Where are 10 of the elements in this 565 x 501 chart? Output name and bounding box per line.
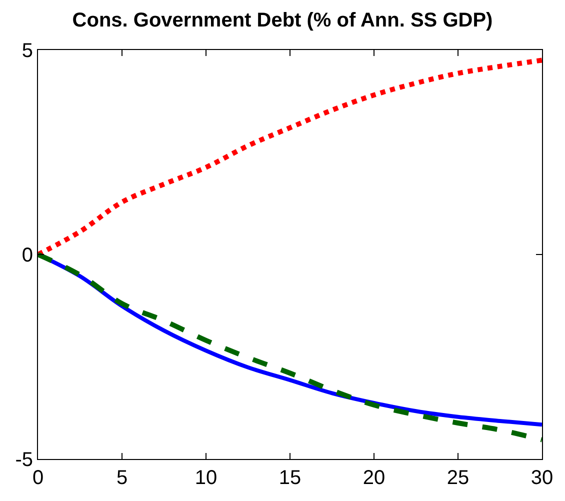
y-tick-label: 5 [22, 40, 33, 62]
x-tick-label: 10 [194, 467, 218, 489]
x-tick-label: 15 [278, 467, 302, 489]
y-tick-label: 0 [22, 244, 33, 266]
x-tick-label: 30 [530, 467, 554, 489]
chart-title: Cons. Government Debt (% of Ann. SS GDP) [72, 10, 493, 32]
y-tick-label: -5 [15, 449, 33, 471]
x-tick-label: 5 [116, 467, 128, 489]
x-tick-label: 25 [446, 467, 470, 489]
x-tick-label: 20 [362, 467, 386, 489]
